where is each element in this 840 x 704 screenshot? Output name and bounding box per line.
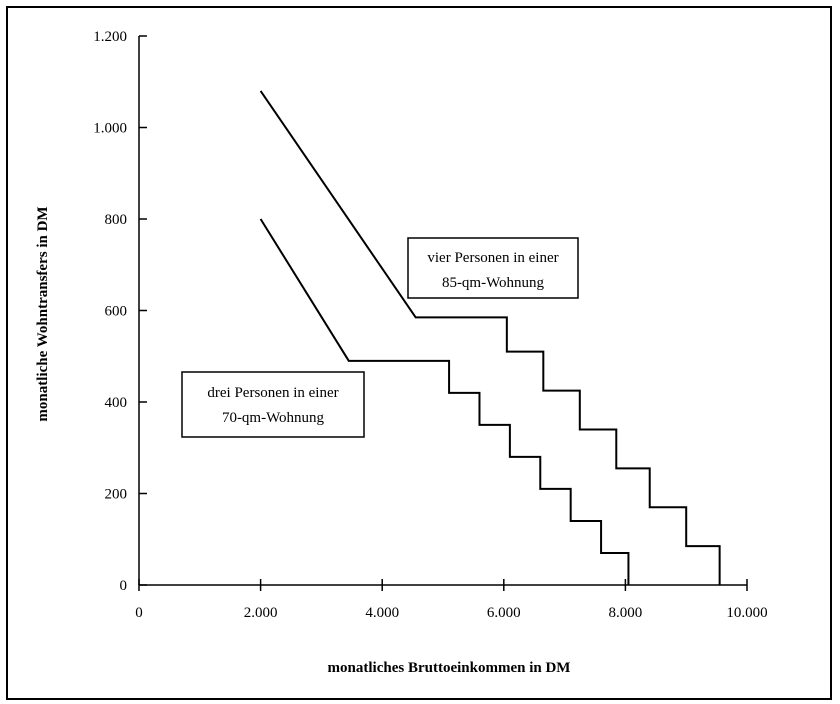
y-tick-label: 1.200 <box>93 29 127 45</box>
y-tick-label: 800 <box>105 212 128 228</box>
y-tick-label: 600 <box>105 304 128 320</box>
axes <box>138 36 747 586</box>
annotation-box <box>407 237 579 299</box>
y-tick-label: 200 <box>105 487 128 503</box>
x-axis-title: monatliches Bruttoeinkommen in DM <box>328 660 571 676</box>
ticks: 0 2.000 4.000 6.000 8.000 10.000 0 200 400 600 800… <box>93 29 767 621</box>
annotation-three-persons: drei Personen in einer 70-qm-Wohnung <box>181 371 365 438</box>
annotation-line-2: 85-qm-Wohnung <box>442 275 545 291</box>
annotation-line-1: vier Personen in einer <box>427 250 558 266</box>
y-axis-title: monatliche Wohntransfers in DM <box>35 206 51 421</box>
x-tick-label: 10.000 <box>726 605 767 621</box>
y-tick-label: 1.000 <box>93 121 127 137</box>
annotation-box <box>181 371 365 438</box>
annotation-line-1: drei Personen in einer <box>207 385 338 401</box>
x-tick-label: 6.000 <box>487 605 521 621</box>
x-tick-label: 8.000 <box>609 605 643 621</box>
annotation-line-2: 70-qm-Wohnung <box>222 410 325 426</box>
annotation-four-persons: vier Personen in einer 85-qm-Wohnung <box>407 237 579 299</box>
series-line-1 <box>259 90 721 585</box>
y-tick-label: 0 <box>120 578 128 594</box>
y-tick-label: 400 <box>105 395 128 411</box>
x-tick-label: 4.000 <box>365 605 399 621</box>
series-group <box>259 90 721 585</box>
x-tick-label: 2.000 <box>244 605 278 621</box>
x-tick-label: 0 <box>135 605 143 621</box>
series-line-2 <box>259 218 630 585</box>
